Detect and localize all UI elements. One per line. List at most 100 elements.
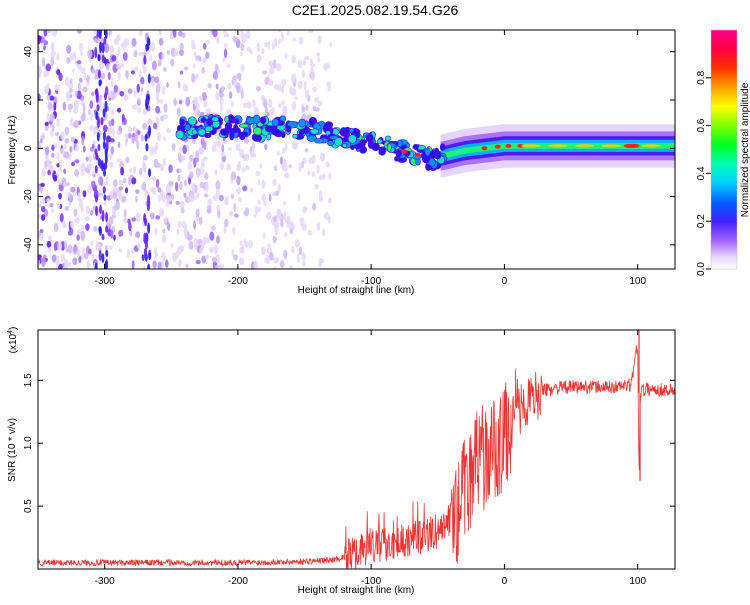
noise-speckle <box>312 105 317 112</box>
noise-speckle <box>161 251 166 261</box>
noise-speckle <box>253 214 257 219</box>
noise-speckle <box>212 195 218 201</box>
noise-speckle <box>205 51 210 59</box>
noise-speckle <box>78 255 82 264</box>
noise-speckle <box>116 52 120 59</box>
snr-x-tick-label: 100 <box>629 576 646 587</box>
noise-speckle <box>45 146 50 156</box>
noise-speckle <box>316 51 321 57</box>
noise-speckle <box>179 99 182 105</box>
noise-speckle <box>60 131 65 140</box>
trace-blob <box>220 128 230 136</box>
spectrogram-y-tick-label: 0 <box>23 145 34 151</box>
noise-speckle <box>174 182 179 192</box>
noise-speckle <box>123 208 127 218</box>
noise-speckle <box>76 90 82 100</box>
snr-y-tick-label: 1.5 <box>23 373 34 387</box>
noise-speckle <box>38 141 42 151</box>
noise-speckle <box>186 231 190 241</box>
noise-speckle <box>240 89 244 99</box>
noise-speckle <box>69 87 74 96</box>
noise-speckle <box>232 226 236 236</box>
trace-blob <box>179 118 185 126</box>
trace-blob <box>259 116 267 125</box>
noise-speckle <box>39 229 44 234</box>
noise-speckle <box>127 218 131 224</box>
noise-speckle <box>68 193 72 200</box>
noise-streak <box>96 116 100 129</box>
noise-speckle <box>245 165 250 171</box>
noise-speckle <box>280 33 285 42</box>
noise-speckle <box>82 102 86 113</box>
noise-speckle <box>161 234 167 244</box>
noise-speckle <box>230 171 237 180</box>
noise-speckle <box>201 255 207 264</box>
noise-speckle <box>191 73 196 84</box>
noise-speckle <box>165 128 172 134</box>
noise-speckle <box>166 222 171 231</box>
noise-speckle <box>63 143 67 150</box>
noise-speckle <box>163 114 169 120</box>
noise-speckle <box>276 63 282 72</box>
noise-speckle <box>188 240 194 250</box>
noise-speckle <box>43 40 49 46</box>
noise-speckle <box>193 96 199 107</box>
noise-speckle <box>77 229 82 235</box>
noise-speckle <box>72 51 77 60</box>
noise-speckle <box>272 235 277 244</box>
noise-speckle <box>319 258 325 264</box>
noise-speckle <box>70 136 75 143</box>
noise-speckle <box>322 228 326 237</box>
noise-speckle <box>40 206 46 213</box>
noise-streak <box>100 42 104 52</box>
noise-speckle <box>49 165 54 172</box>
noise-speckle <box>43 30 48 37</box>
noise-speckle <box>86 74 90 83</box>
noise-speckle <box>89 100 94 109</box>
noise-speckle <box>124 141 128 147</box>
noise-speckle <box>312 86 317 93</box>
noise-speckle <box>183 192 187 198</box>
spectrogram-y-axis-label: Frequency (Hz) <box>7 116 18 185</box>
noise-speckle <box>291 140 297 150</box>
noise-speckle <box>236 187 242 195</box>
noise-speckle <box>158 30 162 36</box>
noise-speckle <box>212 30 218 38</box>
noise-speckle <box>231 79 235 86</box>
noise-speckle <box>68 152 72 160</box>
noise-speckle <box>267 40 271 50</box>
noise-speckle <box>251 152 257 158</box>
noise-speckle <box>82 190 87 198</box>
noise-speckle <box>155 178 160 189</box>
noise-speckle <box>255 170 261 177</box>
noise-speckle <box>136 140 140 149</box>
trace-blob <box>327 140 334 147</box>
noise-streak <box>104 100 108 113</box>
noise-speckle <box>214 63 219 72</box>
noise-streak <box>143 247 147 258</box>
noise-speckle <box>82 110 86 121</box>
noise-speckle <box>303 56 310 61</box>
noise-speckle <box>130 70 135 75</box>
spectrogram-y-tick-label: -20 <box>23 189 34 204</box>
noise-streak <box>143 54 147 65</box>
noise-speckle <box>198 216 203 225</box>
noise-speckle <box>304 89 310 99</box>
noise-speckle <box>283 106 288 113</box>
noise-speckle <box>142 181 147 192</box>
noise-speckle <box>313 97 320 103</box>
trace-core <box>641 144 662 148</box>
noise-speckle <box>133 50 138 58</box>
noise-speckle <box>93 30 97 36</box>
noise-speckle <box>263 200 267 207</box>
noise-speckle <box>91 143 95 149</box>
noise-speckle <box>152 187 157 196</box>
noise-speckle <box>116 130 121 136</box>
noise-speckle <box>214 168 218 176</box>
noise-speckle <box>320 152 326 162</box>
trace-hotspot <box>414 152 421 157</box>
noise-streak <box>146 98 150 106</box>
snr-y-multiplier: (x104) <box>7 327 19 354</box>
noise-speckle <box>40 135 45 140</box>
trace-blob <box>204 132 212 139</box>
